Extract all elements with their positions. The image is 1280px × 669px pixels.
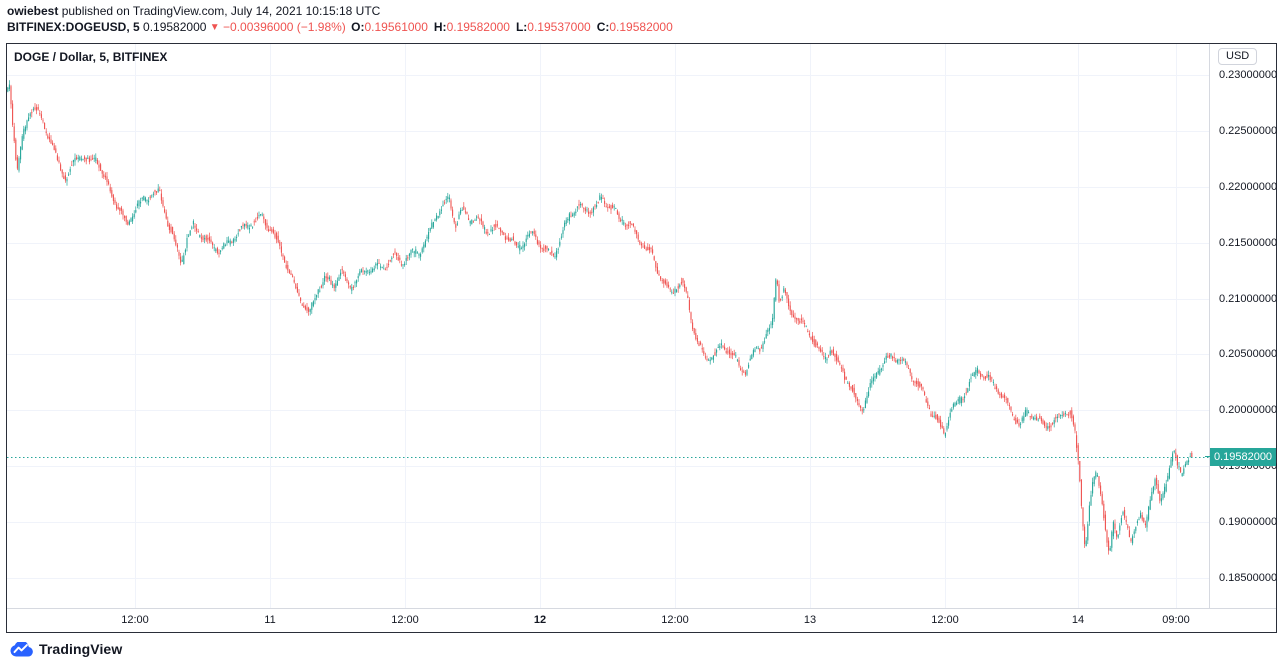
time-axis-label: 12:00 [931, 614, 959, 626]
symbol-interval: BITFINEX:DOGEUSD, 5 [7, 20, 140, 34]
price-axis-label: 0.23000000 [1219, 69, 1278, 81]
price-axis-label: 0.22000000 [1219, 180, 1278, 193]
tradingview-logo-link[interactable]: TradingView [10, 641, 122, 657]
time-axis-label: 12 [533, 614, 547, 626]
time-axis-label: 12:00 [661, 614, 689, 626]
price-axis-label: 0.21000000 [1219, 292, 1278, 305]
attribution-line: owiebest published on TradingView.com, J… [7, 4, 380, 19]
last-price-badge: 0.19582000 [1205, 448, 1276, 467]
ohlc-low: L:0.19537000 [515, 20, 591, 34]
time-axis-label: 11 [264, 614, 276, 626]
symbol-status-line: BITFINEX:DOGEUSD, 5 0.19582000 ▼ −0.0039… [7, 20, 677, 36]
price-axis[interactable]: USD 0.19582000 0.23000000 0.22500000 0.220… [1205, 44, 1278, 608]
time-axis[interactable]: 12:00 11 12:00 12 12:00 13 12:00 14 09:00 [7, 608, 1276, 632]
tradingview-cloud-icon [10, 641, 33, 657]
currency-toggle-button[interactable]: USD [1218, 48, 1258, 65]
time-axis-label: 12:00 [391, 614, 419, 626]
price-axis-label: 0.20500000 [1219, 348, 1278, 361]
time-axis-label: 14 [1071, 614, 1085, 626]
tradingview-logo-text: TradingView [39, 641, 123, 657]
down-arrow-icon: ▼ [209, 22, 220, 33]
last-price-value: 0.19582000 [143, 20, 207, 34]
price-axis-label: 0.19000000 [1219, 516, 1278, 529]
ohlc-close: C:0.19582000 [596, 20, 673, 34]
price-axis-label: 0.22500000 [1219, 124, 1278, 137]
price-axis-label: 0.21500000 [1219, 236, 1278, 249]
published-text: published on TradingView.com, July 14, 2… [58, 4, 381, 18]
time-axis-label: 12:00 [121, 614, 149, 626]
time-axis-label: 09:00 [1162, 614, 1190, 626]
candlestick-canvas[interactable] [7, 44, 1209, 608]
ohlc-open: O:0.19561000 [351, 20, 428, 34]
author-name: owiebest [7, 4, 59, 18]
chart-frame: DOGE / Dollar, 5, BITFINEX USD 0.1958200… [6, 43, 1277, 633]
ohlc-high: H:0.19582000 [433, 20, 510, 34]
time-axis-label: 13 [803, 614, 817, 626]
change-value: −0.00396000 (−1.98%) [223, 20, 346, 34]
chart-legend: DOGE / Dollar, 5, BITFINEX [14, 50, 168, 64]
chart-pane[interactable]: DOGE / Dollar, 5, BITFINEX [7, 44, 1209, 608]
price-axis-label: 0.20000000 [1219, 404, 1278, 417]
price-axis-label: 0.18500000 [1219, 572, 1278, 584]
